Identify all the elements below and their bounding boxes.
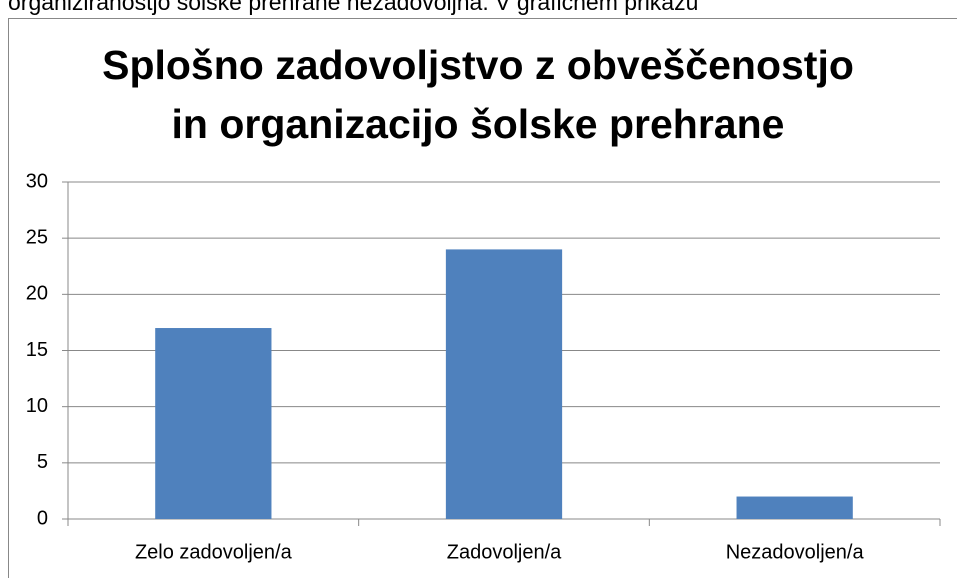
x-tick-label: Zadovoljen/a bbox=[447, 541, 562, 563]
chart-title: in organizacijo šolske prehrane bbox=[172, 101, 785, 147]
bar bbox=[736, 496, 853, 519]
bar bbox=[155, 328, 272, 519]
y-tick-label: 20 bbox=[26, 283, 48, 305]
y-tick-label: 0 bbox=[37, 507, 48, 529]
y-tick-label: 30 bbox=[26, 170, 48, 192]
document-text: organiziranostjo šolske prehrane nezadov… bbox=[8, 0, 698, 15]
x-tick-label: Nezadovoljen/a bbox=[726, 541, 865, 563]
chart-frame bbox=[8, 18, 957, 578]
x-tick-label: Zelo zadovoljen/a bbox=[135, 541, 293, 563]
y-tick-label: 25 bbox=[26, 226, 48, 248]
y-tick-label: 5 bbox=[37, 451, 48, 473]
y-tick-label: 15 bbox=[26, 339, 48, 361]
chart-title: Splošno zadovoljstvo z obveščenostjo bbox=[102, 42, 854, 88]
bar bbox=[445, 249, 563, 519]
y-tick-label: 10 bbox=[26, 395, 48, 417]
